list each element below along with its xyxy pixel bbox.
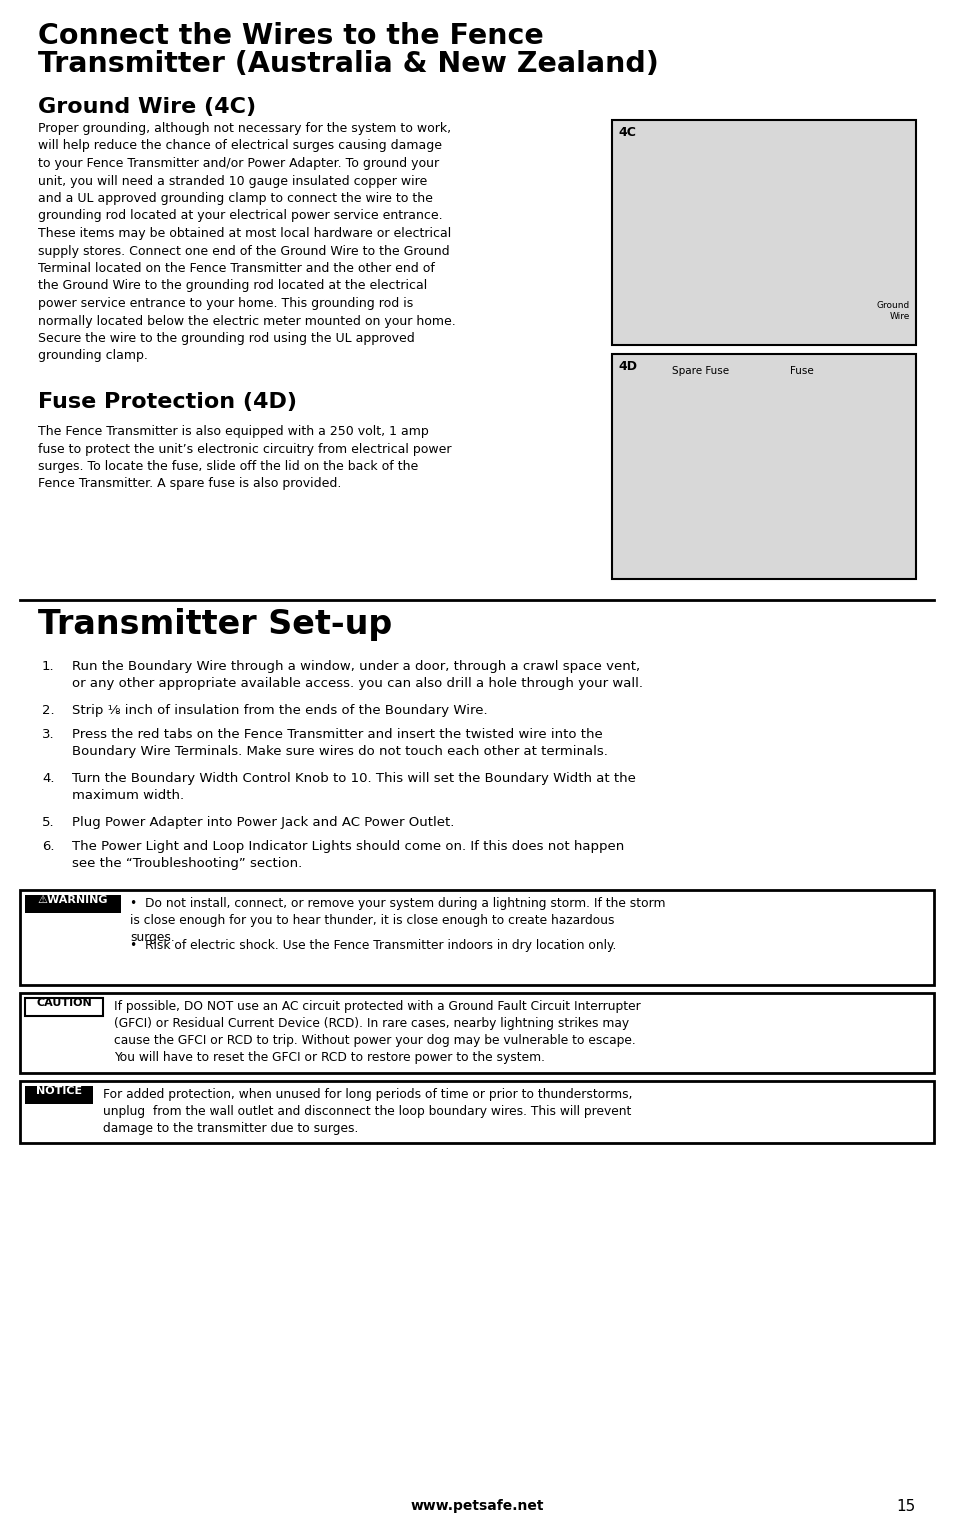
- Text: ⚠WARNING: ⚠WARNING: [38, 895, 108, 906]
- Bar: [25, 1086, 92, 1104]
- Text: Ground
Wire: Ground Wire: [876, 301, 909, 321]
- Text: NOTICE: NOTICE: [36, 1086, 82, 1096]
- Text: Fuse: Fuse: [789, 366, 813, 376]
- Text: For added protection, when unused for long periods of time or prior to thunderst: For added protection, when unused for lo…: [103, 1089, 632, 1135]
- Text: Press the red tabs on the Fence Transmitter and insert the twisted wire into the: Press the red tabs on the Fence Transmit…: [71, 728, 607, 757]
- Text: Plug Power Adapter into Power Jack and AC Power Outlet.: Plug Power Adapter into Power Jack and A…: [71, 815, 454, 829]
- Text: Connect the Wires to the Fence: Connect the Wires to the Fence: [38, 21, 543, 50]
- Text: 5.: 5.: [42, 815, 54, 829]
- Text: •  Risk of electric shock. Use the Fence Transmitter indoors in dry location onl: • Risk of electric shock. Use the Fence …: [130, 939, 616, 953]
- Text: The Power Light and Loop Indicator Lights should come on. If this does not happe: The Power Light and Loop Indicator Light…: [71, 840, 623, 870]
- Text: Fuse Protection (4D): Fuse Protection (4D): [38, 392, 296, 412]
- Text: 6.: 6.: [42, 840, 54, 854]
- Text: Proper grounding, although not necessary for the system to work,
will help reduc: Proper grounding, although not necessary…: [38, 122, 456, 362]
- Text: 3.: 3.: [42, 728, 54, 741]
- Bar: [25, 999, 103, 1015]
- Text: Transmitter Set-up: Transmitter Set-up: [38, 608, 392, 641]
- Text: www.petsafe.net: www.petsafe.net: [410, 1500, 543, 1513]
- Text: Ground Wire (4C): Ground Wire (4C): [38, 98, 255, 118]
- Text: The Fence Transmitter is also equipped with a 250 volt, 1 amp
fuse to protect th: The Fence Transmitter is also equipped w…: [38, 425, 451, 490]
- Text: 4C: 4C: [618, 127, 636, 139]
- Text: CAUTION: CAUTION: [36, 999, 91, 1008]
- Text: 4D: 4D: [618, 360, 637, 373]
- Bar: [612, 354, 915, 579]
- Text: 4.: 4.: [42, 773, 54, 785]
- Text: Transmitter (Australia & New Zealand): Transmitter (Australia & New Zealand): [38, 50, 659, 78]
- Text: If possible, DO NOT use an AC circuit protected with a Ground Fault Circuit Inte: If possible, DO NOT use an AC circuit pr…: [113, 1000, 640, 1063]
- Text: Run the Boundary Wire through a window, under a door, through a crawl space vent: Run the Boundary Wire through a window, …: [71, 660, 642, 690]
- Text: Spare Fuse: Spare Fuse: [671, 366, 728, 376]
- Bar: [20, 993, 933, 1073]
- Text: 15: 15: [896, 1500, 915, 1513]
- Bar: [25, 895, 121, 913]
- Bar: [20, 890, 933, 985]
- Bar: [612, 121, 915, 345]
- Bar: [20, 1081, 933, 1144]
- Text: Turn the Boundary Width Control Knob to 10. This will set the Boundary Width at : Turn the Boundary Width Control Knob to …: [71, 773, 636, 802]
- Text: Strip ⅛ inch of insulation from the ends of the Boundary Wire.: Strip ⅛ inch of insulation from the ends…: [71, 704, 487, 718]
- Text: 1.: 1.: [42, 660, 54, 673]
- Text: •  Do not install, connect, or remove your system during a lightning storm. If t: • Do not install, connect, or remove you…: [130, 896, 665, 944]
- Text: 2.: 2.: [42, 704, 54, 718]
